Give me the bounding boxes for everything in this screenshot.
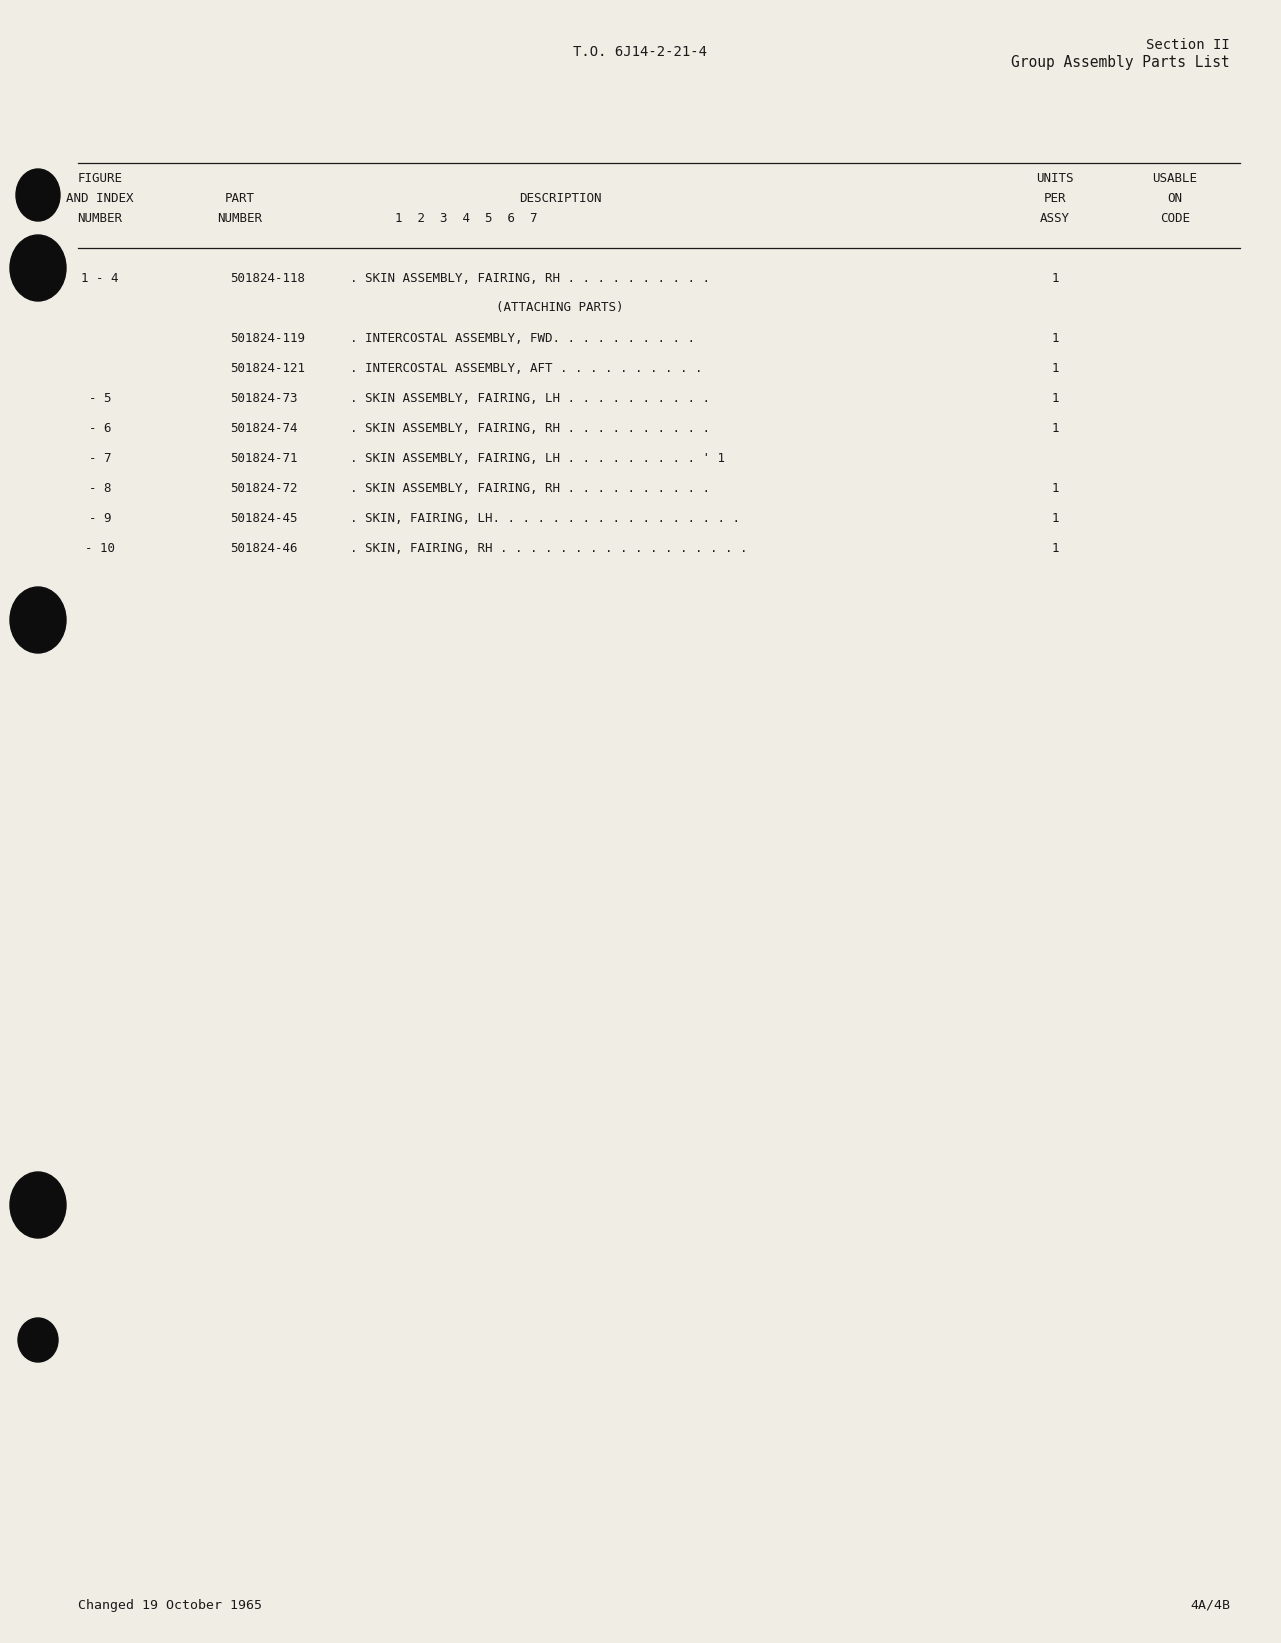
Text: 501824-71: 501824-71 (231, 452, 297, 465)
Text: (ATTACHING PARTS): (ATTACHING PARTS) (496, 302, 624, 314)
Text: . SKIN ASSEMBLY, FAIRING, LH . . . . . . . . . .: . SKIN ASSEMBLY, FAIRING, LH . . . . . .… (350, 391, 710, 404)
Text: - 5: - 5 (88, 391, 111, 404)
Text: 501824-45: 501824-45 (231, 511, 297, 524)
Text: PER: PER (1044, 192, 1066, 204)
Text: . SKIN, FAIRING, RH . . . . . . . . . . . . . . . . .: . SKIN, FAIRING, RH . . . . . . . . . . … (350, 542, 748, 554)
Text: . INTERCOSTAL ASSEMBLY, FWD. . . . . . . . . .: . INTERCOSTAL ASSEMBLY, FWD. . . . . . .… (350, 332, 696, 345)
Text: USABLE: USABLE (1153, 171, 1198, 184)
Text: UNITS: UNITS (1036, 171, 1073, 184)
Text: . SKIN ASSEMBLY, FAIRING, RH . . . . . . . . . .: . SKIN ASSEMBLY, FAIRING, RH . . . . . .… (350, 481, 710, 495)
Text: 1  2  3  4  5  6  7: 1 2 3 4 5 6 7 (395, 212, 538, 225)
Text: . SKIN, FAIRING, LH. . . . . . . . . . . . . . . . .: . SKIN, FAIRING, LH. . . . . . . . . . .… (350, 511, 740, 524)
Text: ON: ON (1167, 192, 1182, 204)
Text: 1: 1 (1052, 542, 1059, 554)
Ellipse shape (15, 169, 60, 222)
Text: - 9: - 9 (88, 511, 111, 524)
Text: 1: 1 (1052, 271, 1059, 284)
Text: . INTERCOSTAL ASSEMBLY, AFT . . . . . . . . . .: . INTERCOSTAL ASSEMBLY, AFT . . . . . . … (350, 361, 702, 375)
Text: ASSY: ASSY (1040, 212, 1070, 225)
Text: 1: 1 (1052, 361, 1059, 375)
Ellipse shape (10, 1171, 67, 1237)
Text: 1: 1 (1052, 481, 1059, 495)
Text: 1: 1 (1052, 332, 1059, 345)
Text: CODE: CODE (1161, 212, 1190, 225)
Text: 501824-73: 501824-73 (231, 391, 297, 404)
Text: T.O. 6J14-2-21-4: T.O. 6J14-2-21-4 (573, 44, 707, 59)
Text: 1: 1 (1052, 391, 1059, 404)
Ellipse shape (18, 1318, 58, 1362)
Text: - 8: - 8 (88, 481, 111, 495)
Text: - 7: - 7 (88, 452, 111, 465)
Text: - 6: - 6 (88, 422, 111, 434)
Text: 501824-119: 501824-119 (231, 332, 305, 345)
Text: AND INDEX: AND INDEX (67, 192, 133, 204)
Text: . SKIN ASSEMBLY, FAIRING, LH . . . . . . . . . ' 1: . SKIN ASSEMBLY, FAIRING, LH . . . . . .… (350, 452, 725, 465)
Ellipse shape (10, 235, 67, 301)
Text: . SKIN ASSEMBLY, FAIRING, RH . . . . . . . . . .: . SKIN ASSEMBLY, FAIRING, RH . . . . . .… (350, 271, 710, 284)
Text: PART: PART (225, 192, 255, 204)
Text: DESCRIPTION: DESCRIPTION (519, 192, 601, 204)
Text: 501824-74: 501824-74 (231, 422, 297, 434)
Text: 501824-118: 501824-118 (231, 271, 305, 284)
Text: . SKIN ASSEMBLY, FAIRING, RH . . . . . . . . . .: . SKIN ASSEMBLY, FAIRING, RH . . . . . .… (350, 422, 710, 434)
Text: 1 - 4: 1 - 4 (81, 271, 119, 284)
Ellipse shape (10, 587, 67, 652)
Text: 4A/4B: 4A/4B (1190, 1599, 1230, 1612)
Text: FIGURE: FIGURE (77, 171, 123, 184)
Text: Changed 19 October 1965: Changed 19 October 1965 (78, 1599, 263, 1612)
Text: Group Assembly Parts List: Group Assembly Parts List (1011, 54, 1230, 69)
Text: - 10: - 10 (85, 542, 115, 554)
Text: NUMBER: NUMBER (77, 212, 123, 225)
Text: NUMBER: NUMBER (218, 212, 263, 225)
Text: 1: 1 (1052, 422, 1059, 434)
Text: 501824-72: 501824-72 (231, 481, 297, 495)
Text: 501824-121: 501824-121 (231, 361, 305, 375)
Text: 1: 1 (1052, 511, 1059, 524)
Text: Section II: Section II (1146, 38, 1230, 53)
Text: 501824-46: 501824-46 (231, 542, 297, 554)
